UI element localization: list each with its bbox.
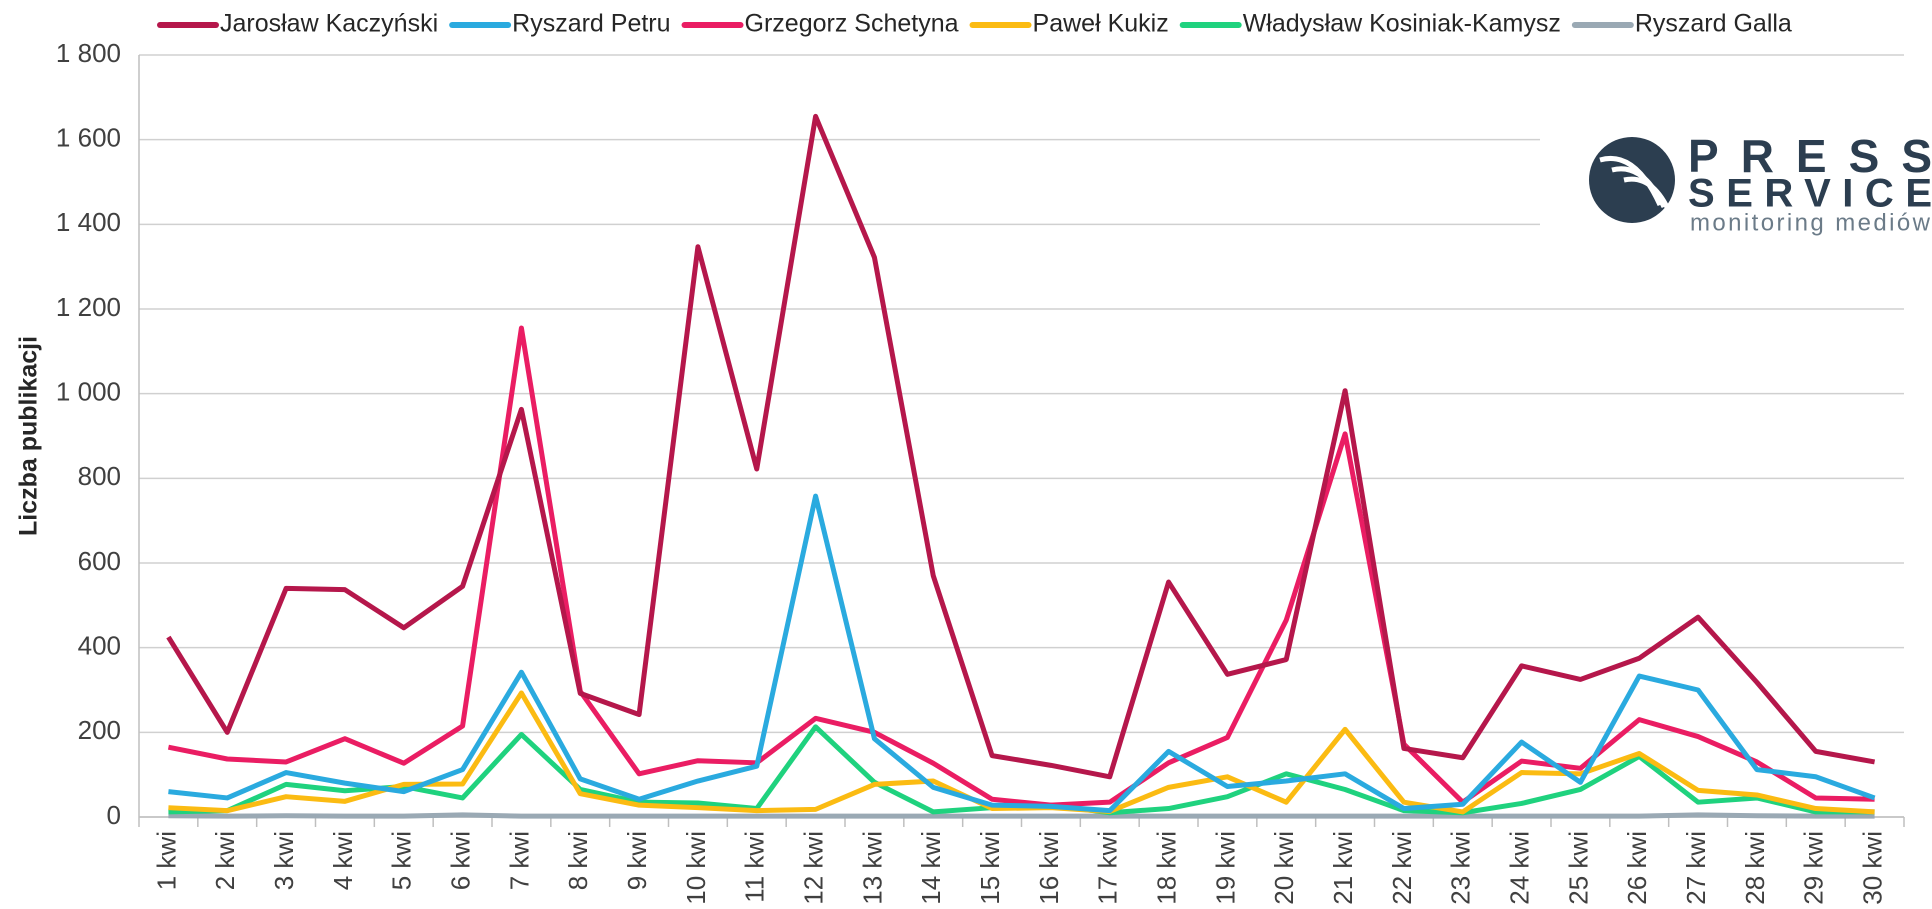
y-tick-label: 600 (78, 546, 121, 576)
x-tick-label: 7 kwi (504, 831, 534, 890)
legend-label: Jarosław Kaczyński (220, 10, 438, 38)
y-axis-label: Liczba publikacji (15, 336, 43, 536)
x-tick-label: 29 kwi (1799, 831, 1829, 905)
logo-tagline: monitoring mediów (1690, 209, 1931, 236)
x-tick-label: 5 kwi (387, 831, 417, 890)
x-tick-label: 3 kwi (269, 831, 299, 890)
x-tick-label: 17 kwi (1093, 831, 1123, 905)
series-line (168, 812, 1875, 819)
x-tick-label: 12 kwi (798, 831, 828, 905)
x-tick-label: 21 kwi (1328, 831, 1358, 905)
x-tick-label: 16 kwi (1034, 831, 1064, 905)
x-tick-label: 13 kwi (857, 831, 887, 905)
x-tick-label: 22 kwi (1387, 831, 1417, 905)
x-tick-label: 19 kwi (1210, 831, 1240, 905)
x-tick-label: 2 kwi (210, 831, 240, 890)
x-tick-label: 28 kwi (1740, 831, 1770, 905)
series-line (167, 325, 1875, 808)
y-tick-label: 0 (107, 800, 121, 830)
x-tick-label: 18 kwi (1151, 831, 1181, 905)
x-tick-label: 25 kwi (1563, 831, 1593, 905)
legend-label: Ryszard Galla (1635, 10, 1792, 38)
legend-label: Grzegorz Schetyna (745, 10, 959, 38)
y-tick-label: 1 800 (56, 38, 121, 68)
y-tick-label: 200 (78, 715, 121, 745)
y-tick-label: 1 400 (56, 207, 121, 237)
x-tick-label: 23 kwi (1446, 831, 1476, 905)
logo-swoosh (1623, 176, 1671, 211)
x-tick-label: 4 kwi (328, 831, 358, 890)
legend-label: Władysław Kosiniak-Kamysz (1243, 10, 1561, 38)
x-tick-label: 30 kwi (1857, 831, 1887, 905)
y-tick-label: 1 600 (56, 123, 121, 153)
series-line (166, 113, 1876, 780)
y-tick-label: 400 (78, 631, 121, 661)
y-tick-label: 800 (78, 461, 121, 491)
x-tick-label: 14 kwi (916, 831, 946, 905)
logo-text: SERVICE (1688, 172, 1932, 216)
x-tick-label: 8 kwi (563, 831, 593, 890)
legend-label: Paweł Kukiz (1033, 10, 1169, 38)
x-tick-label: 15 kwi (975, 831, 1005, 905)
y-tick-label: 1 000 (56, 377, 121, 407)
y-tick-label: 1 200 (56, 292, 121, 322)
x-tick-label: 11 kwi (740, 831, 770, 903)
series-line (168, 493, 1876, 814)
x-tick-label: 9 kwi (622, 831, 652, 890)
x-tick-label: 26 kwi (1622, 831, 1652, 905)
x-tick-label: 20 kwi (1269, 831, 1299, 905)
x-tick-label: 6 kwi (445, 831, 475, 890)
x-tick-label: 10 kwi (681, 831, 711, 905)
x-tick-label: 27 kwi (1681, 831, 1711, 905)
x-tick-label: 24 kwi (1504, 831, 1534, 905)
x-tick-label: 1 kwi (151, 831, 181, 890)
legend-label: Ryszard Petru (512, 10, 670, 38)
